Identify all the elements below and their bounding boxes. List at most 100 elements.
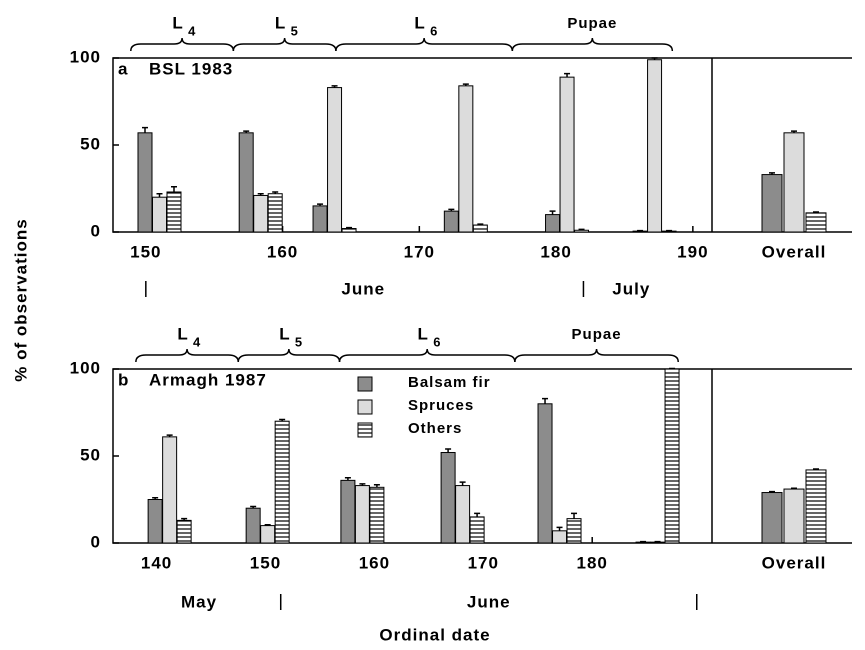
bar (566, 518, 582, 544)
error-bar (170, 186, 177, 192)
bar (341, 228, 357, 233)
error-bar (448, 208, 455, 212)
bar (327, 87, 343, 233)
y-tick-label: 50 (80, 445, 101, 464)
stage-subscript: 4 (188, 23, 196, 38)
error-bar (791, 130, 797, 133)
error-bar (542, 397, 549, 404)
bar (312, 205, 328, 233)
stage-subscript: 6 (433, 334, 441, 349)
error-bar (556, 526, 563, 531)
error-bar (654, 540, 661, 543)
error-bar (564, 72, 571, 78)
bar (260, 525, 276, 544)
bar (472, 224, 488, 233)
x-tick-label: 160 (359, 553, 390, 572)
bar (147, 499, 163, 544)
error-bar (181, 517, 188, 521)
bar (552, 530, 568, 544)
error-bar (578, 228, 585, 231)
error-bar (359, 483, 366, 486)
error-bar (477, 223, 484, 226)
bar (805, 469, 827, 544)
stage-brace (232, 37, 337, 52)
bar (664, 368, 680, 544)
y-tick-label: 0 (91, 532, 101, 551)
overall-label: Overall (762, 242, 827, 261)
stage-brace (135, 348, 239, 363)
bar (761, 174, 783, 233)
stage-subscript: 5 (295, 334, 303, 349)
legend-swatch (357, 399, 373, 415)
stage-label: L (418, 324, 429, 343)
error-bar (264, 523, 271, 526)
error-bar (769, 172, 775, 175)
stage-label: Pupae (572, 326, 622, 343)
panel-title: Armagh 1987 (149, 370, 267, 389)
x-tick-label: 140 (141, 553, 172, 572)
bar (455, 485, 471, 544)
x-tick-label: 150 (130, 242, 161, 261)
overall-label: Overall (762, 553, 827, 572)
axis-frame (112, 57, 852, 233)
error-bar (373, 483, 380, 488)
stage-label: L (275, 13, 286, 32)
month-label: May (181, 592, 217, 611)
bar (354, 485, 370, 544)
bar (245, 507, 261, 544)
stage-subscript: 4 (193, 334, 201, 349)
error-bar (813, 211, 819, 213)
stage-subscript: 5 (291, 23, 299, 38)
y-tick-label: 0 (91, 221, 101, 240)
error-bar (445, 448, 452, 453)
y-tick-label: 50 (80, 134, 101, 153)
error-bar (257, 192, 264, 196)
y-tick-label: 100 (70, 358, 101, 377)
stage-label: L (414, 13, 425, 32)
bar (537, 403, 553, 544)
bar (137, 132, 153, 233)
x-axis-label: Ordinal date (379, 625, 490, 644)
stage-label: L (172, 13, 183, 32)
error-bar (651, 57, 658, 60)
bar (176, 519, 192, 544)
error-bar (141, 126, 148, 133)
x-tick-label: 170 (468, 553, 499, 572)
month-label: July (612, 279, 650, 298)
bar (166, 191, 182, 233)
error-bar (272, 191, 279, 194)
bar (274, 420, 290, 544)
legend-label: Balsam fir (408, 374, 491, 391)
x-tick-label: 150 (250, 553, 281, 572)
x-tick-label: 190 (677, 242, 708, 261)
bar (267, 193, 283, 233)
error-bar (791, 487, 797, 490)
x-tick-label: 180 (577, 553, 608, 572)
error-bar (279, 418, 286, 422)
stage-brace (514, 348, 679, 363)
error-bar (640, 540, 647, 543)
error-bar (474, 512, 481, 517)
error-bar (250, 505, 257, 509)
bar (559, 76, 575, 233)
error-bar (666, 229, 673, 232)
x-tick-label: 160 (267, 242, 298, 261)
error-bar (571, 512, 578, 519)
stage-label: L (279, 324, 290, 343)
stage-brace (511, 37, 674, 52)
bar (761, 492, 783, 544)
error-bar (344, 477, 351, 481)
legend-swatch (357, 422, 373, 438)
stage-brace (130, 37, 235, 52)
bar (545, 214, 561, 233)
bar (574, 229, 590, 233)
bar (253, 194, 269, 233)
error-bar (152, 497, 159, 500)
error-bar (549, 210, 556, 215)
error-bar (769, 490, 775, 493)
bar (151, 196, 167, 233)
month-label: June (467, 592, 511, 611)
bar (369, 486, 385, 544)
bar (238, 132, 254, 233)
